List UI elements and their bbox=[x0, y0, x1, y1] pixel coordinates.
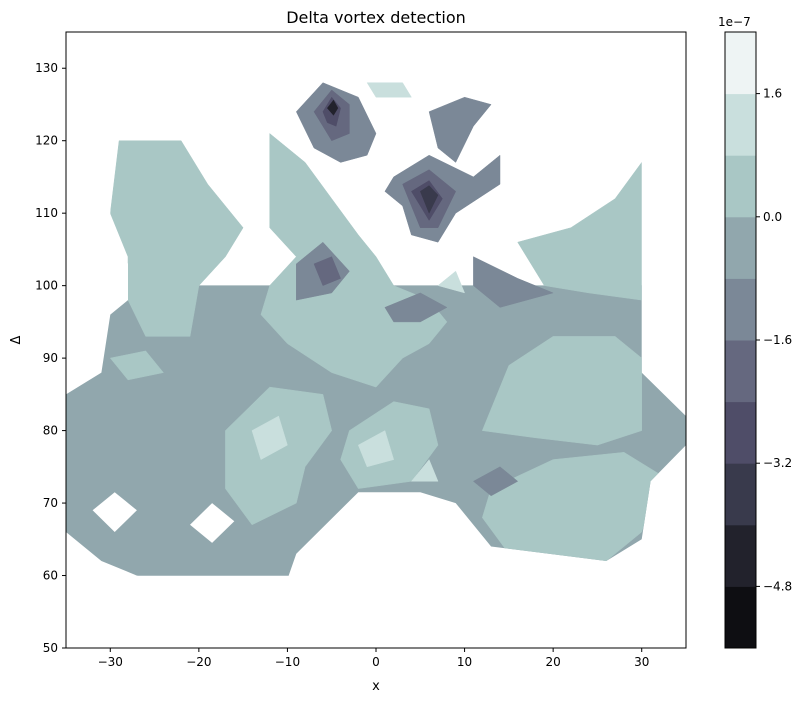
colorbar-tick-label: 1.6 bbox=[763, 87, 782, 101]
contour-region-level-8 bbox=[437, 270, 465, 294]
contour-regions bbox=[66, 82, 686, 576]
colorbar-level-band bbox=[725, 155, 756, 218]
colorbar-level-band bbox=[725, 93, 756, 156]
colorbar-exponent-label: 1e−7 bbox=[718, 15, 751, 29]
y-tick-label: 50 bbox=[43, 641, 58, 655]
colorbar-level-band bbox=[725, 340, 756, 403]
contour-region-level-7 bbox=[482, 336, 642, 446]
y-tick-label: 60 bbox=[43, 569, 58, 583]
contour-region-level-8 bbox=[411, 459, 439, 482]
x-tick-label: 10 bbox=[457, 655, 472, 669]
colorbar-level-band bbox=[725, 401, 756, 464]
contour-region-level-7 bbox=[110, 140, 244, 337]
contour-region-level-7 bbox=[225, 386, 332, 526]
contour-region-level-5 bbox=[473, 466, 518, 497]
contour-region-level-8 bbox=[358, 430, 394, 468]
colorbar-level-band bbox=[725, 32, 756, 95]
colorbar-tick-label: −3.2 bbox=[763, 456, 792, 470]
y-axis-label: Δ bbox=[9, 335, 24, 344]
y-tick-label: 110 bbox=[35, 206, 58, 220]
contour-region-level-5 bbox=[384, 292, 448, 323]
contour-region-level-5 bbox=[428, 96, 492, 163]
x-axis: −30 −20 −10 0 10 20 30 bbox=[98, 648, 649, 669]
colorbar-tick-label: −1.6 bbox=[763, 333, 792, 347]
colorbar: 1.6 0.0 −1.6 −3.2 −4.8 bbox=[724, 31, 792, 649]
contour-region-level-1 bbox=[327, 99, 339, 116]
y-axis: 50 60 70 80 90 100 110 120 130 bbox=[35, 61, 66, 655]
data-hole bbox=[92, 492, 137, 532]
colorbar-level-band bbox=[725, 278, 756, 341]
contour-region-level-7 bbox=[260, 133, 448, 388]
colorbar-tick-label: −4.8 bbox=[763, 579, 792, 593]
data-hole bbox=[190, 503, 235, 543]
colorbar-level-band bbox=[725, 586, 756, 649]
contour-region-level-8 bbox=[251, 415, 288, 460]
contour-fill-layer bbox=[66, 82, 686, 576]
y-tick-label: 90 bbox=[43, 351, 58, 365]
contour-region-level-7 bbox=[110, 350, 164, 381]
colorbar-level-band bbox=[725, 463, 756, 526]
contour-region-level-4 bbox=[313, 256, 341, 286]
x-tick-label: −20 bbox=[186, 655, 211, 669]
contour-region-level-7 bbox=[517, 162, 642, 301]
colorbar-tick-label: 0.0 bbox=[763, 210, 782, 224]
x-tick-label: −30 bbox=[98, 655, 123, 669]
y-tick-label: 120 bbox=[35, 134, 58, 148]
contour-region-level-7 bbox=[482, 452, 660, 562]
colorbar-level-band bbox=[725, 216, 756, 279]
x-tick-label: 0 bbox=[372, 655, 380, 669]
x-tick-label: 20 bbox=[546, 655, 561, 669]
y-tick-label: 70 bbox=[43, 496, 58, 510]
contour-region-level-2 bbox=[420, 185, 439, 214]
y-tick-label: 100 bbox=[35, 279, 58, 293]
colorbar-level-band bbox=[725, 524, 756, 587]
contour-region-level-5 bbox=[473, 256, 554, 308]
x-tick-label: −10 bbox=[275, 655, 300, 669]
x-axis-label: x bbox=[372, 679, 380, 694]
x-tick-label: 30 bbox=[634, 655, 649, 669]
y-tick-label: 130 bbox=[35, 61, 58, 75]
contour-region-level-8 bbox=[366, 82, 412, 98]
chart-title: Delta vortex detection bbox=[286, 8, 466, 27]
y-tick-label: 80 bbox=[43, 424, 58, 438]
